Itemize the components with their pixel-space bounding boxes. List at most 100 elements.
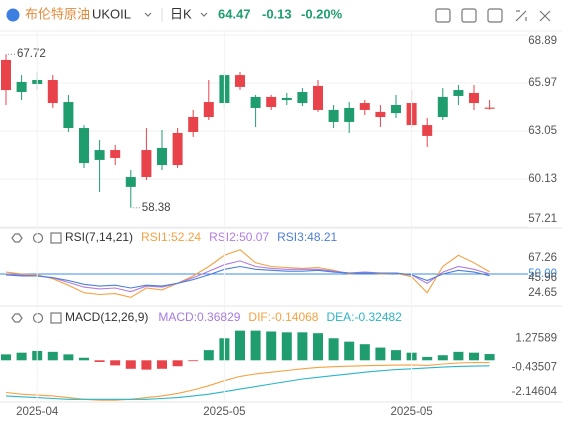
histogram-bar xyxy=(110,360,121,366)
y-tick-label: 57.21 xyxy=(528,213,557,225)
indicator-line xyxy=(5,249,490,298)
y-tick-label: 67.26 xyxy=(528,252,557,264)
candle-body xyxy=(281,97,292,101)
eye-icon[interactable] xyxy=(11,233,23,243)
candle-body xyxy=(188,117,199,132)
candle-body xyxy=(47,80,58,104)
candle-body xyxy=(94,150,105,160)
indicator-title: MACD(12,26,9) xyxy=(65,310,148,324)
histogram-bar xyxy=(437,355,448,361)
candle-body xyxy=(484,107,495,109)
candle-body xyxy=(157,147,167,166)
histogram-bar xyxy=(188,360,199,362)
symbol[interactable]: UKOIL xyxy=(92,6,131,21)
annotation: 67.72 xyxy=(17,48,46,60)
top-bar: 布伦特原油 UKOIL 日K 64.47 -0.13 -0.20% xyxy=(6,6,551,23)
x-tick-label: 2025-05 xyxy=(390,406,432,418)
candle-body xyxy=(203,102,214,118)
histogram-bar xyxy=(422,356,433,361)
candle-body xyxy=(110,150,121,158)
price-change-pct: -0.20% xyxy=(301,6,343,21)
toolbar xyxy=(435,8,551,23)
histogram-bar xyxy=(469,352,479,361)
y-tick-label: -0.43507 xyxy=(512,362,557,374)
candle-body xyxy=(453,90,464,96)
symbol-icon xyxy=(6,8,20,22)
legend-entry: MACD:0.36829 xyxy=(158,310,240,324)
y-tick-label: 60.13 xyxy=(528,173,557,185)
histogram-bar xyxy=(1,354,11,361)
histogram-bar xyxy=(328,338,339,361)
histogram-bar xyxy=(172,360,183,367)
histogram-bar xyxy=(157,360,167,369)
candle-body xyxy=(469,93,479,104)
y-tick-label: 65.97 xyxy=(528,77,557,89)
legend-entry: RSI2:50.07 xyxy=(209,230,269,244)
histogram-bar xyxy=(313,333,323,361)
histogram-bar xyxy=(281,332,292,361)
draw-tool[interactable] xyxy=(435,8,451,23)
candle-body xyxy=(141,150,152,178)
candle-body xyxy=(125,177,136,187)
gear-icon[interactable] xyxy=(32,312,44,324)
y-tick-label: 45.96 xyxy=(528,272,557,284)
expand-icon[interactable] xyxy=(50,312,62,324)
candle-body xyxy=(235,75,245,87)
annotation: 58.38 xyxy=(142,202,171,214)
candle-body xyxy=(297,92,308,104)
macd-header: MACD(12,26,9) xyxy=(11,310,148,324)
dropdown-arrow[interactable] xyxy=(200,12,208,17)
y-tick-label: 24.65 xyxy=(528,287,557,299)
candle-body xyxy=(63,102,74,129)
indicator-line xyxy=(5,365,490,400)
candle-body xyxy=(1,59,11,91)
candle-body xyxy=(172,132,183,166)
eye-icon[interactable] xyxy=(11,313,23,323)
indicator-line xyxy=(5,265,490,289)
histogram-bar xyxy=(375,347,386,361)
histogram-bar xyxy=(94,360,105,362)
histogram-bar xyxy=(344,341,355,361)
y-tick-label: 68.89 xyxy=(528,35,557,47)
y-tick-label: -2.14604 xyxy=(512,386,558,398)
histogram-bar xyxy=(203,350,214,361)
instrument-name[interactable]: 布伦特原油 xyxy=(25,6,90,21)
settings-tool[interactable] xyxy=(487,8,503,23)
candle-body xyxy=(16,81,27,93)
histogram-bar xyxy=(266,331,277,361)
y-tick-label: 50.00 xyxy=(528,268,557,280)
histogram-bar xyxy=(297,332,308,361)
candle-body xyxy=(359,103,370,110)
histogram-bar xyxy=(484,354,495,361)
expand-icon[interactable] xyxy=(50,232,62,244)
last-price: 64.47 xyxy=(218,6,251,21)
indicator-title: RSI(7,14,21) xyxy=(65,230,133,244)
candle-body xyxy=(328,109,339,122)
histogram-bar xyxy=(235,330,245,361)
candle-body xyxy=(437,96,448,118)
y-tick-label: 63.05 xyxy=(528,125,557,137)
legend-entry: RSI3:48.21 xyxy=(277,230,337,244)
histogram-bar xyxy=(79,357,89,361)
y-tick-label: 1.27589 xyxy=(515,333,557,345)
candle-body xyxy=(250,96,261,108)
legend-entry: DIF:-0.14068 xyxy=(248,310,318,324)
period[interactable]: 日K xyxy=(170,6,192,21)
candle-body xyxy=(344,107,355,122)
histogram-bar xyxy=(141,360,152,370)
histogram-bar xyxy=(391,350,401,361)
fullscreen-button[interactable] xyxy=(515,10,527,22)
histogram-bar xyxy=(250,330,261,361)
gear-icon[interactable] xyxy=(32,232,44,244)
dropdown-arrow[interactable] xyxy=(144,12,152,17)
histogram-bar xyxy=(63,354,74,361)
histogram-bar xyxy=(47,351,58,361)
legend-entry: RSI1:52.24 xyxy=(141,230,201,244)
close-button[interactable] xyxy=(539,10,551,22)
rsi-header: RSI(7,14,21) xyxy=(11,230,133,244)
x-tick-label: 2025-04 xyxy=(16,406,59,418)
indicator-tool[interactable] xyxy=(461,8,477,23)
candle-body xyxy=(391,105,401,114)
